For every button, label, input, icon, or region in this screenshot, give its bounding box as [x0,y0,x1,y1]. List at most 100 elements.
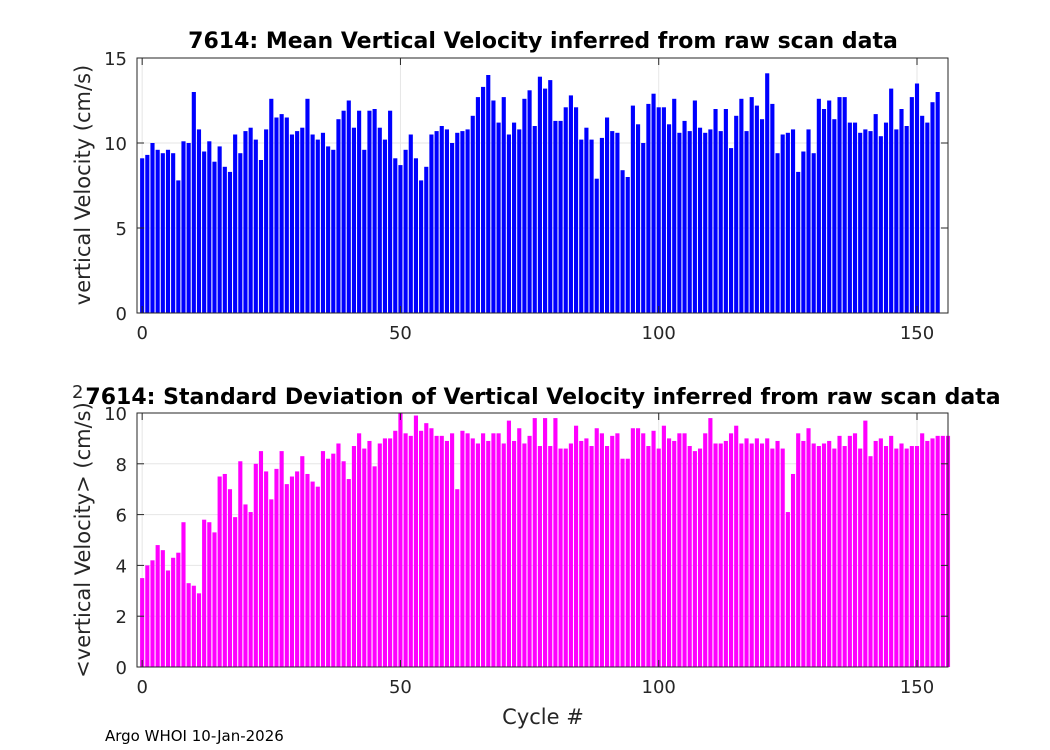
bar [899,443,904,667]
y-tick-label: 5 [116,219,127,240]
bar [847,122,852,313]
bar [630,105,635,313]
bar [610,131,615,313]
x-tick-label: 100 [642,677,676,698]
bar [289,476,295,667]
bar [852,122,858,313]
y-tick-label: 2 [116,607,127,628]
bar [873,440,878,667]
y-tick-label: 4 [116,556,127,577]
bar [894,129,899,313]
bar [775,153,780,313]
bar [775,440,780,667]
bar [728,148,734,313]
bar [770,103,775,314]
bar [501,97,506,313]
bar [615,433,620,667]
bar [424,166,429,313]
bar [863,420,868,667]
bar [563,448,568,667]
bar [687,446,692,667]
bar [367,440,372,667]
bar [651,430,656,667]
bar [868,131,873,313]
bar [770,448,775,667]
bar [398,413,403,667]
bar [269,499,274,667]
bar [796,433,801,667]
bar [367,110,372,313]
bar [697,127,703,313]
bar [894,448,899,667]
bar [186,143,191,313]
footer-credit: Argo WHOI 10-Jan-2026 [105,727,284,745]
top-bars [140,73,940,314]
bar [444,440,449,667]
bar [651,93,656,313]
y-tick-label: 0 [116,304,127,325]
bar [326,458,331,667]
bar [790,473,796,667]
bar [925,122,930,313]
bar [703,433,708,667]
bar [320,451,326,667]
bar [765,438,770,667]
bar [233,134,238,313]
bar [548,446,553,667]
bar [605,446,610,667]
bar [196,593,202,667]
x-tick-label: 150 [900,323,934,344]
bar [827,100,832,313]
bar [346,479,351,667]
bar [160,153,165,313]
bar [413,158,419,313]
bar [408,134,413,313]
bar [150,560,155,667]
bar [785,512,790,667]
bar [579,139,584,313]
bar [470,438,475,667]
bottom-chart: 0 2 4 6 8 10 0 50 100 150 7614: Standard Deviati… [71,382,1001,729]
top-chart-title: 7614: Mean Vertical Velocity inferred fr… [188,29,898,54]
bar [677,433,682,667]
top-y-axis-label: vertical Velocity (cm/s) [71,65,95,305]
bar [331,149,336,313]
bar [176,180,181,313]
bar [780,448,785,667]
bar [351,446,357,667]
bar [723,440,728,667]
bar [796,171,801,313]
bar [543,418,548,667]
bar [832,448,837,667]
bar [279,451,284,667]
x-tick-label: 50 [389,323,412,344]
bar [842,97,847,313]
bar [403,149,408,313]
bar [548,80,553,313]
bar [672,98,677,313]
bar [785,132,790,313]
bar [512,440,517,667]
bar [393,158,398,313]
bar [439,126,444,313]
bar [176,552,181,667]
top-axes-box [136,57,949,314]
x-tick-label: 50 [389,677,412,698]
bar [625,177,630,313]
bar [320,132,326,313]
bar [930,438,935,667]
bar [388,110,393,313]
bar [909,97,914,313]
bar [475,443,480,667]
x-tick-label: 0 [136,677,147,698]
bar [889,88,894,313]
bar [749,443,754,667]
bar [258,160,264,313]
bar [165,149,171,313]
bar [434,435,439,667]
bar [914,83,920,313]
bar [222,166,227,313]
bar [589,446,594,667]
bar [630,428,635,667]
bar [806,129,811,313]
